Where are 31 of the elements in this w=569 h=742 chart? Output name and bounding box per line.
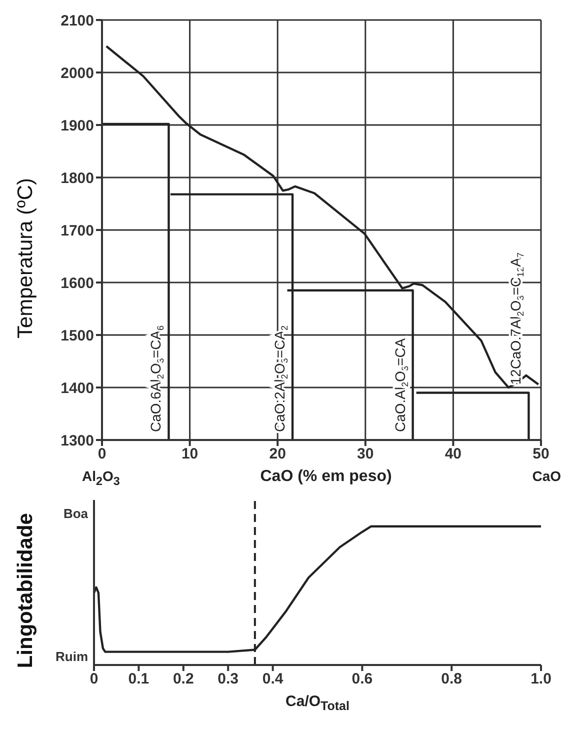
x-tick-label: 20 [269, 446, 286, 463]
x-axis-title: Ca/O$_{Total}$ [286, 692, 350, 713]
y-tick-label: 2000 [60, 64, 94, 82]
y-tick-label: 1700 [60, 222, 94, 240]
x-tick-label: 0.8 [441, 670, 462, 688]
x-tick-label: 10 [181, 446, 198, 463]
y-tick-label: 1400 [60, 380, 94, 397]
text: Boa [63, 506, 88, 521]
x-tick-label: 50 [532, 446, 550, 463]
x-tick-label: 0.2 [172, 670, 194, 688]
x-tick-label: 0 [98, 446, 106, 463]
y-tick-label: 1300 [60, 432, 94, 450]
x-tick-label: 30 [357, 446, 374, 463]
y-tick-label: 1800 [60, 170, 94, 187]
y-tick-label: 1900 [60, 117, 94, 134]
x-tick-label: 0.3 [218, 670, 239, 688]
text: CaO [532, 468, 561, 484]
text: Al$_{2}$O$_{3}$ [82, 468, 120, 488]
y-axis-title: Temperatura (ºC) [14, 178, 37, 338]
y-axis-title: Lingotabilidade [14, 512, 37, 668]
y-tick-label: 1600 [60, 274, 94, 292]
x-tick-label: 0 [90, 670, 98, 688]
x-tick-label: 40 [444, 446, 462, 463]
y-tick-label: 2100 [60, 12, 94, 30]
x-tick-label: 0.1 [128, 670, 150, 688]
x-tick-label: 0.6 [352, 670, 373, 688]
text: Ruim [56, 648, 88, 664]
x-axis-title: CaO (% em peso) [260, 468, 392, 485]
x-tick-label: 1.0 [530, 670, 552, 688]
y-tick-label: 1500 [60, 327, 94, 344]
x-tick-label: 0.4 [262, 670, 284, 688]
